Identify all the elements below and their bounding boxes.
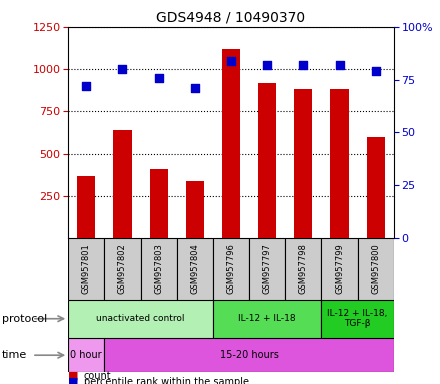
Bar <box>150 169 168 238</box>
Text: percentile rank within the sample: percentile rank within the sample <box>84 377 249 384</box>
Text: GSM957803: GSM957803 <box>154 243 163 294</box>
Bar <box>68 300 213 338</box>
Text: 0 hour: 0 hour <box>70 350 102 360</box>
Text: unactivated control: unactivated control <box>96 314 185 323</box>
Bar <box>213 238 249 300</box>
Point <box>264 62 271 68</box>
Bar <box>114 130 132 238</box>
Text: time: time <box>2 350 27 360</box>
Title: GDS4948 / 10490370: GDS4948 / 10490370 <box>157 10 305 24</box>
Text: GSM957799: GSM957799 <box>335 243 344 294</box>
Bar <box>358 238 394 300</box>
Point <box>83 83 90 89</box>
Point <box>372 68 379 74</box>
Bar <box>68 338 104 372</box>
Bar <box>258 83 276 238</box>
Bar <box>294 89 312 238</box>
Text: GSM957802: GSM957802 <box>118 243 127 294</box>
Text: ■: ■ <box>68 371 79 381</box>
Bar <box>322 300 394 338</box>
Bar <box>140 238 177 300</box>
Point <box>227 58 235 64</box>
Bar <box>104 338 394 372</box>
Point <box>336 62 343 68</box>
Bar <box>322 238 358 300</box>
Text: GSM957796: GSM957796 <box>227 243 235 294</box>
Text: GSM957804: GSM957804 <box>191 243 199 294</box>
Text: GSM957797: GSM957797 <box>263 243 271 294</box>
Bar <box>249 238 285 300</box>
Point <box>300 62 307 68</box>
Point <box>155 74 162 81</box>
Text: IL-12 + IL-18,
TGF-β: IL-12 + IL-18, TGF-β <box>327 309 388 328</box>
Text: 15-20 hours: 15-20 hours <box>220 350 279 360</box>
Bar <box>177 238 213 300</box>
Point <box>191 85 198 91</box>
Text: GSM957801: GSM957801 <box>82 243 91 294</box>
Bar <box>285 238 322 300</box>
Bar <box>222 49 240 238</box>
Text: GSM957800: GSM957800 <box>371 243 380 294</box>
Bar <box>104 238 140 300</box>
Bar <box>367 137 385 238</box>
Text: IL-12 + IL-18: IL-12 + IL-18 <box>238 314 296 323</box>
Bar <box>77 175 95 238</box>
Text: ■: ■ <box>68 377 79 384</box>
Bar <box>68 238 104 300</box>
Bar <box>186 180 204 238</box>
Bar <box>213 300 322 338</box>
Text: GSM957798: GSM957798 <box>299 243 308 294</box>
Text: count: count <box>84 371 111 381</box>
Bar <box>330 89 348 238</box>
Text: protocol: protocol <box>2 314 48 324</box>
Point <box>119 66 126 72</box>
